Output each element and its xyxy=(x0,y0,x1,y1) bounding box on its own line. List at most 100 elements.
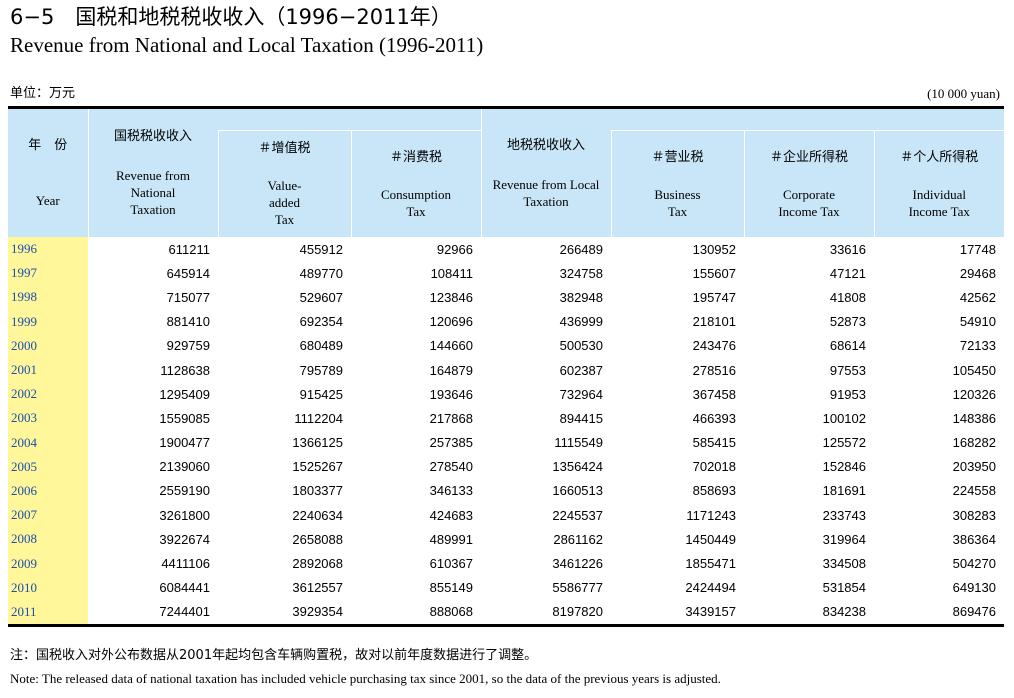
table-row: 2007 3261800 2240634 424683 2245537 1171243 23… xyxy=(8,503,1004,528)
cell-business: 585415 xyxy=(692,435,736,451)
header-national-spacer xyxy=(218,107,481,131)
cell-individual: 17748 xyxy=(959,241,996,257)
cell-year: 2004 xyxy=(8,430,88,455)
cell-local: 2861162 xyxy=(553,531,603,547)
cell-corporate: 52873 xyxy=(829,314,866,330)
cell-consumption: 120696 xyxy=(429,314,473,330)
cell-individual: 29468 xyxy=(959,265,996,281)
header-vat-en: Value-added Tax xyxy=(267,178,302,228)
cell-consumption: 346133 xyxy=(429,483,473,499)
header-year-zh: 年 份 xyxy=(28,138,68,153)
cell-year: 1996 xyxy=(8,237,88,262)
footnote-chinese: 注：国税收入对外公布数据从2001年起均包含车辆购置税，故对以前年度数据进行了调… xyxy=(10,648,538,663)
cell-consumption: 92966 xyxy=(436,241,473,257)
cell-national: 1559085 xyxy=(159,410,210,426)
cell-business: 1855471 xyxy=(685,556,736,572)
cell-corporate: 100102 xyxy=(822,410,866,426)
cell-consumption: 610367 xyxy=(429,556,473,572)
header-local-en: Revenue from Local Taxation xyxy=(492,176,600,209)
cell-year: 2011 xyxy=(8,599,88,626)
cell-individual: 120326 xyxy=(952,386,996,402)
cell-vat: 1525267 xyxy=(292,459,343,475)
cell-individual: 148386 xyxy=(952,410,996,426)
cell-local: 382948 xyxy=(559,289,603,305)
cell-national: 611211 xyxy=(168,241,210,257)
cell-corporate: 47121 xyxy=(829,265,866,281)
cell-consumption: 489991 xyxy=(429,531,473,547)
cell-year: 1997 xyxy=(8,261,88,286)
header-business: ＃营业税 Business Tax xyxy=(610,130,744,237)
table-row: 1997 645914 489770 108411 324758 155607 47121 2… xyxy=(8,261,1004,286)
header-local: 地税税收收入 Revenue from Local Taxation xyxy=(480,107,611,237)
header-national-en: Revenue from National Taxation xyxy=(115,168,190,217)
table-row: 2000 929759 680489 144660 500530 243476 68614 7… xyxy=(8,333,1004,358)
cell-vat: 455912 xyxy=(299,241,343,257)
cell-consumption: 144660 xyxy=(429,338,473,354)
cell-local: 500530 xyxy=(559,338,603,354)
cell-consumption: 217868 xyxy=(429,410,473,426)
cell-vat: 2892068 xyxy=(292,556,343,572)
table-body: 1996 611211 455912 92966 266489 130952 33616 17… xyxy=(8,237,1004,626)
cell-individual: 203950 xyxy=(952,459,996,475)
cell-vat: 489770 xyxy=(299,265,343,281)
header-national: 国税税收收入 Revenue from National Taxation xyxy=(87,107,218,237)
cell-business: 195747 xyxy=(692,289,736,305)
footnote-english: Note: The released data of national taxa… xyxy=(10,671,721,686)
table-row: 2008 3922674 2658088 489991 2861162 1450449 31… xyxy=(8,527,1004,552)
cell-corporate: 531854 xyxy=(822,580,866,596)
cell-national: 1128638 xyxy=(160,362,210,378)
header-vat: ＃增值税 Value-added Tax xyxy=(217,130,351,237)
cell-business: 466393 xyxy=(692,410,736,426)
cell-business: 155607 xyxy=(692,265,736,281)
table-row: 1996 611211 455912 92966 266489 130952 33616 17… xyxy=(8,237,1004,262)
cell-corporate: 91953 xyxy=(829,386,866,402)
table-row: 2005 2139060 1525267 278540 1356424 702018 152… xyxy=(8,454,1004,479)
header-individual-en: Individual Income Tax xyxy=(908,186,970,219)
cell-year: 1999 xyxy=(8,309,88,334)
cell-consumption: 888068 xyxy=(429,604,473,620)
cell-corporate: 152846 xyxy=(822,459,866,475)
cell-individual: 72133 xyxy=(959,338,996,354)
cell-vat: 915425 xyxy=(299,386,343,402)
tax-revenue-table: 年 份 Year 国税税收收入 Revenue from National Ta… xyxy=(8,106,1004,627)
header-year-en: Year xyxy=(35,193,60,208)
cell-vat: 529607 xyxy=(299,289,343,305)
unit-label-english: (10 000 yuan) xyxy=(927,86,1000,101)
cell-individual: 869476 xyxy=(952,604,996,620)
cell-consumption: 424683 xyxy=(429,507,473,523)
cell-vat: 2240634 xyxy=(292,507,343,523)
cell-business: 218101 xyxy=(692,314,736,330)
cell-consumption: 855149 xyxy=(429,580,473,596)
cell-vat: 3612557 xyxy=(292,580,343,596)
cell-business: 2424494 xyxy=(685,580,736,596)
cell-national: 1295409 xyxy=(159,386,210,402)
table-row: 2002 1295409 915425 193646 732964 367458 91953… xyxy=(8,382,1004,407)
header-consumption-en: Consumption Tax xyxy=(380,186,452,219)
cell-national: 2559190 xyxy=(159,483,210,499)
header-corporate-zh: ＃企业所得税 xyxy=(769,149,848,165)
header-individual-zh: ＃个人所得税 xyxy=(900,149,979,165)
header-business-zh: ＃营业税 xyxy=(651,149,704,165)
cell-national: 3922674 xyxy=(159,531,210,547)
cell-individual: 308283 xyxy=(952,507,996,523)
cell-business: 367458 xyxy=(692,386,736,402)
cell-national: 2139060 xyxy=(159,459,210,475)
header-local-spacer xyxy=(611,107,1004,131)
cell-local: 894415 xyxy=(559,410,603,426)
cell-national: 4411106 xyxy=(161,556,210,572)
cell-national: 7244401 xyxy=(159,604,210,620)
cell-business: 3439157 xyxy=(685,604,736,620)
cell-corporate: 125572 xyxy=(822,435,866,451)
cell-consumption: 108411 xyxy=(430,265,473,281)
cell-corporate: 97553 xyxy=(829,362,866,378)
cell-vat: 680489 xyxy=(299,338,343,354)
cell-business: 1171243 xyxy=(686,507,736,523)
header-corporate: ＃企业所得税 Corporate Income Tax xyxy=(743,130,874,237)
cell-vat: 3929354 xyxy=(292,604,343,620)
cell-corporate: 33616 xyxy=(829,241,866,257)
cell-business: 243476 xyxy=(692,338,736,354)
cell-national: 6084441 xyxy=(159,580,210,596)
table-row: 1998 715077 529607 123846 382948 195747 41808 4… xyxy=(8,285,1004,310)
cell-national: 929759 xyxy=(166,338,210,354)
cell-corporate: 834238 xyxy=(822,604,866,620)
